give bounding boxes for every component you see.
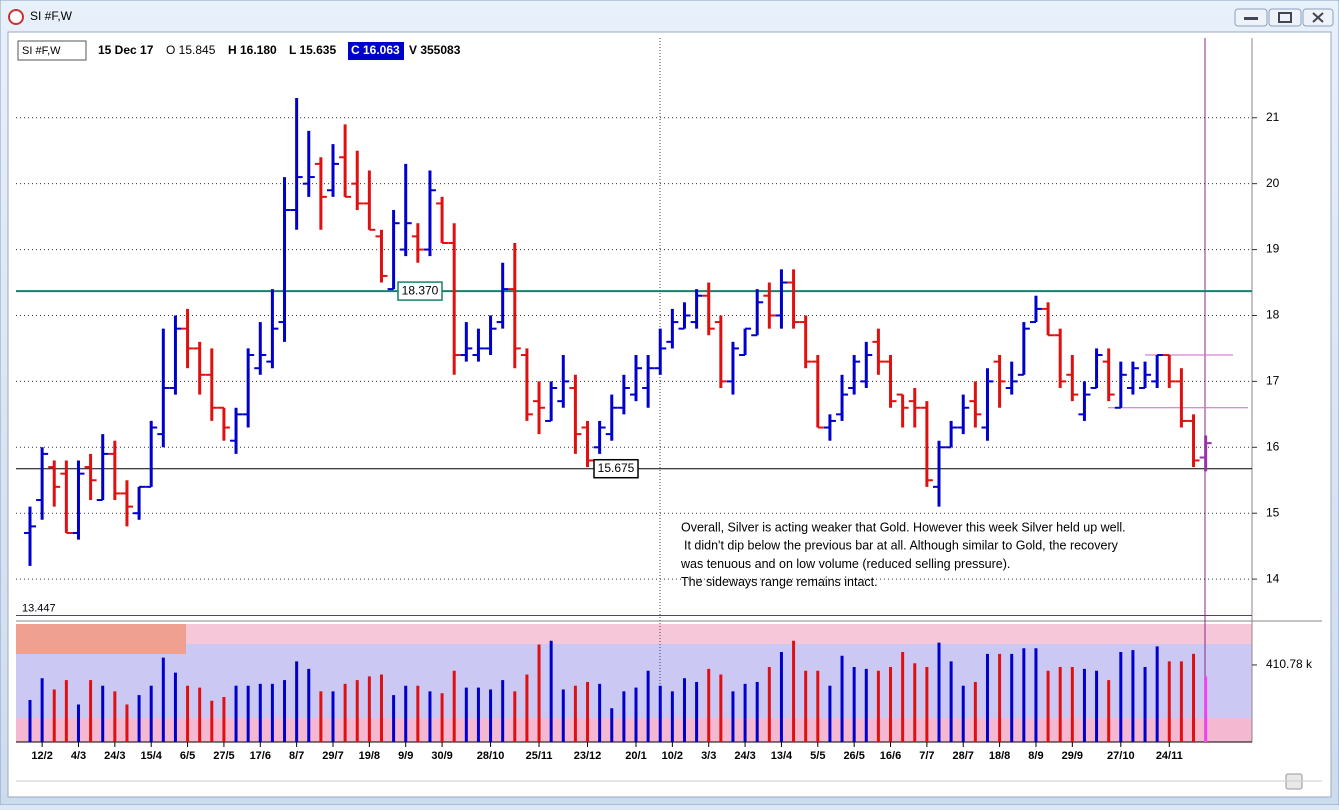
bar-low: L 15.635	[289, 43, 336, 57]
x-tick-label: 29/7	[322, 750, 343, 762]
annotation: Overall, Silver is acting weaker that Go…	[681, 520, 1126, 534]
maximize-button[interactable]	[1268, 8, 1302, 27]
volume-band	[16, 718, 1252, 742]
x-tick-label: 8/7	[289, 750, 304, 762]
x-tick-label: 18/8	[989, 750, 1010, 762]
x-tick-label: 12/2	[31, 750, 52, 762]
level-label: 15.675	[598, 461, 635, 475]
x-tick-label: 24/3	[734, 750, 755, 762]
maximize-icon	[1278, 12, 1292, 23]
y-tick-label: 15	[1266, 505, 1280, 519]
symbol-box[interactable]	[17, 40, 87, 61]
level-label: 13.447	[22, 602, 56, 614]
x-tick-label: 20/1	[625, 750, 646, 762]
y-tick-label: 410.78 k	[1266, 657, 1313, 671]
x-tick-label: 24/3	[104, 750, 125, 762]
x-tick-label: 27/5	[213, 750, 234, 762]
x-tick-label: 23/12	[574, 750, 602, 762]
x-tick-label: 5/5	[810, 750, 825, 762]
x-tick-label: 24/11	[1156, 750, 1183, 762]
x-tick-label: 7/7	[919, 750, 934, 762]
y-tick-label: 16	[1266, 439, 1280, 453]
level-label: 18.370	[402, 283, 439, 297]
volume-axis-background	[1252, 624, 1322, 742]
x-tick-label: 25/11	[526, 750, 553, 762]
close-icon	[1312, 12, 1324, 23]
bar-open: O 15.845	[166, 43, 216, 57]
x-tick-label: 29/9	[1062, 750, 1083, 762]
x-tick-label: 3/3	[701, 750, 716, 762]
annotation: The sideways range remains intact.	[681, 575, 878, 589]
x-tick-label: 6/5	[180, 750, 195, 762]
x-tick-label: 27/10	[1107, 750, 1135, 762]
volume-band	[16, 624, 186, 654]
x-tick-label: 28/10	[477, 750, 505, 762]
symbol: SI #F,W	[22, 45, 61, 57]
annotation: was tenuous and on low volume (reduced s…	[680, 557, 1010, 571]
minimize-icon	[1244, 17, 1258, 20]
x-tick-label: 13/4	[771, 750, 793, 762]
level-label-box	[593, 458, 639, 479]
x-tick-label: 10/2	[662, 750, 683, 762]
x-tick-label: 30/9	[431, 750, 452, 762]
y-tick-label: 21	[1266, 110, 1280, 124]
x-tick-label: 16/6	[880, 750, 901, 762]
bar-date: 15 Dec 17	[98, 43, 154, 57]
x-tick-label: 15/4	[140, 750, 162, 762]
x-tick-label: 28/7	[953, 750, 974, 762]
bar-high: H 16.180	[228, 43, 277, 57]
y-tick-label: 20	[1266, 176, 1280, 190]
close-highlight	[348, 42, 404, 60]
y-tick-label: 17	[1266, 374, 1280, 388]
x-tick-label: 17/6	[250, 750, 271, 762]
x-tick-label: 19/8	[359, 750, 380, 762]
level-label-box	[397, 281, 443, 301]
bar-volume: V 355083	[409, 43, 461, 57]
annotation: It didn't dip below the previous bar at …	[684, 539, 1119, 553]
window-title: SI #F,W	[30, 9, 73, 23]
y-tick-label: 19	[1266, 242, 1280, 256]
x-tick-label: 26/5	[843, 750, 864, 762]
bar-close: C 16.063	[351, 43, 400, 57]
volume-band	[16, 624, 1252, 644]
y-tick-label: 18	[1266, 308, 1280, 322]
y-tick-label: 14	[1266, 571, 1280, 585]
x-tick-label: 4/3	[71, 750, 86, 762]
x-tick-label: 9/9	[398, 750, 413, 762]
x-tick-label: 8/9	[1028, 750, 1043, 762]
app-icon	[8, 9, 24, 25]
